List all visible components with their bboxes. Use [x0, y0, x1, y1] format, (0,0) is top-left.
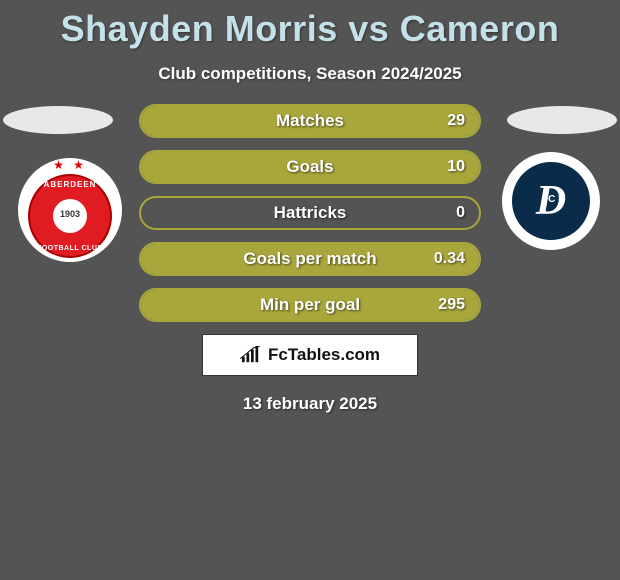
- brand-text: FcTables.com: [268, 345, 380, 365]
- stat-bar-hattricks: Hattricks 0: [139, 196, 481, 230]
- stat-bar-mpg: Min per goal 295: [139, 288, 481, 322]
- crest-aberdeen: ABERDEEN FOOTBALL CLUB: [24, 170, 116, 262]
- stat-value: 0.34: [434, 250, 465, 268]
- stat-bar-gpm: Goals per match 0.34: [139, 242, 481, 276]
- page-title: Shayden Morris vs Cameron: [0, 0, 620, 50]
- stat-value: 29: [447, 112, 465, 130]
- crest-dundee: D FC: [508, 158, 594, 244]
- stat-label: Min per goal: [260, 295, 360, 315]
- stat-label: Hattricks: [274, 203, 347, 223]
- chart-icon: [240, 346, 262, 364]
- ellipse-left: [3, 106, 113, 134]
- stat-bars: Matches 29 Goals 10 Hattricks 0 Goals pe…: [139, 102, 481, 322]
- crest-text-bottom: FOOTBALL CLUB: [28, 245, 112, 252]
- team-badge-right: D FC: [502, 152, 600, 250]
- stat-label: Goals per match: [243, 249, 376, 269]
- crest-sub: FC: [542, 194, 555, 205]
- stat-bar-goals: Goals 10: [139, 150, 481, 184]
- ellipse-right: [507, 106, 617, 134]
- date-text: 13 february 2025: [0, 394, 620, 414]
- comparison-panel: ★ ★ ABERDEEN FOOTBALL CLUB D FC Matches …: [0, 102, 620, 414]
- team-badge-left: ★ ★ ABERDEEN FOOTBALL CLUB: [18, 158, 122, 262]
- subtitle: Club competitions, Season 2024/2025: [0, 64, 620, 84]
- stat-value: 0: [456, 204, 465, 222]
- stat-value: 10: [447, 158, 465, 176]
- stat-bar-matches: Matches 29: [139, 104, 481, 138]
- brand-box: FcTables.com: [202, 334, 418, 376]
- stat-value: 295: [438, 296, 465, 314]
- stat-label: Goals: [286, 157, 333, 177]
- stat-label: Matches: [276, 111, 344, 131]
- crest-text-top: ABERDEEN: [28, 180, 112, 189]
- crest-ball-icon: [53, 199, 87, 233]
